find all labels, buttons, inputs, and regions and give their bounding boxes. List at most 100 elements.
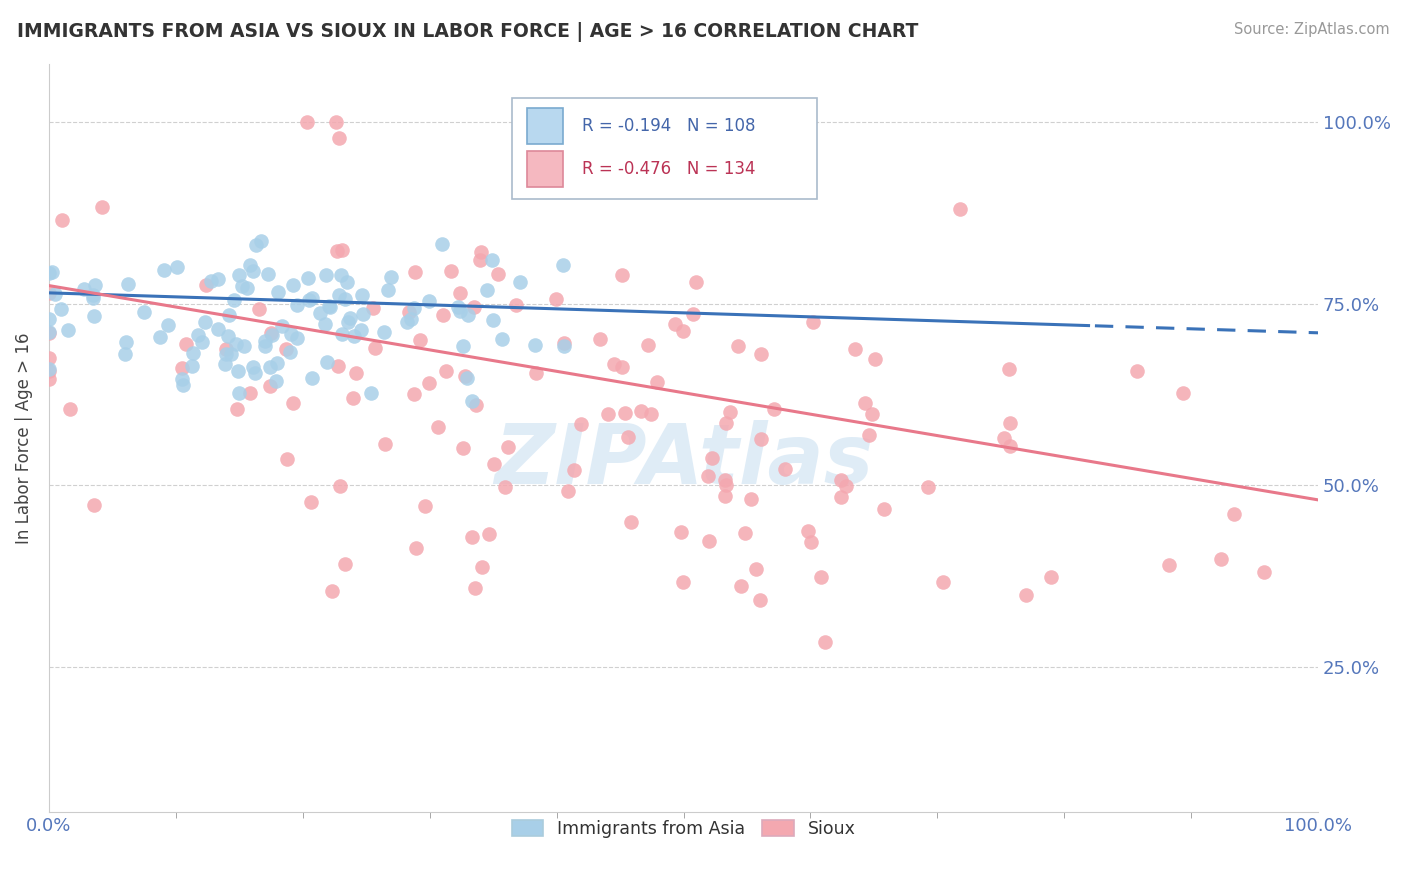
Point	[259, 359, 281, 374]
Point	[810, 570, 832, 584]
Point	[453, 368, 475, 383]
Point	[377, 284, 399, 298]
Point	[330, 268, 353, 282]
Text: R = -0.194   N = 108: R = -0.194 N = 108	[582, 117, 755, 136]
Point	[398, 304, 420, 318]
Point	[134, 304, 156, 318]
Point	[740, 492, 762, 507]
Point	[181, 359, 204, 373]
Point	[814, 635, 837, 649]
Point	[191, 334, 214, 349]
Point	[402, 387, 425, 401]
Point	[363, 301, 385, 315]
Point	[404, 265, 426, 279]
Point	[222, 293, 245, 308]
Point	[830, 490, 852, 504]
Point	[718, 405, 741, 419]
Point	[38, 372, 60, 386]
Point	[714, 490, 737, 504]
Point	[498, 440, 520, 454]
Point	[860, 407, 883, 421]
Point	[166, 260, 188, 275]
Point	[326, 244, 349, 258]
Point	[266, 356, 288, 370]
Point	[264, 374, 287, 388]
Point	[342, 391, 364, 405]
Point	[297, 271, 319, 285]
Point	[194, 278, 217, 293]
Point	[509, 275, 531, 289]
Point	[82, 291, 104, 305]
Point	[475, 283, 498, 297]
Point	[399, 312, 422, 326]
Point	[800, 535, 823, 549]
Point	[714, 478, 737, 492]
Point	[374, 437, 396, 451]
Point	[637, 338, 659, 352]
Point	[38, 351, 60, 365]
Point	[239, 258, 262, 272]
Point	[266, 285, 288, 300]
Point	[482, 313, 505, 327]
Point	[219, 347, 242, 361]
Point	[364, 341, 387, 355]
Point	[344, 366, 367, 380]
Point	[672, 575, 695, 590]
Point	[235, 281, 257, 295]
Text: Source: ZipAtlas.com: Source: ZipAtlas.com	[1233, 22, 1389, 37]
Point	[685, 275, 707, 289]
Point	[207, 322, 229, 336]
Point	[174, 337, 197, 351]
Point	[260, 327, 283, 342]
Point	[295, 115, 318, 129]
Point	[228, 385, 250, 400]
Point	[408, 333, 430, 347]
Text: IMMIGRANTS FROM ASIA VS SIOUX IN LABOR FORCE | AGE > 16 CORRELATION CHART: IMMIGRANTS FROM ASIA VS SIOUX IN LABOR F…	[17, 22, 918, 42]
Point	[314, 318, 336, 332]
Point	[505, 298, 527, 312]
Point	[647, 375, 669, 389]
Point	[630, 404, 652, 418]
Point	[187, 328, 209, 343]
Point	[259, 379, 281, 393]
Point	[336, 315, 359, 329]
Point	[402, 301, 425, 316]
Point	[434, 364, 457, 378]
Point	[449, 303, 471, 318]
Point	[482, 458, 505, 472]
Point	[773, 462, 796, 476]
Point	[734, 525, 756, 540]
Point	[170, 360, 193, 375]
Text: R = -0.476   N = 134: R = -0.476 N = 134	[582, 160, 755, 178]
Point	[468, 253, 491, 268]
Point	[44, 286, 66, 301]
Point	[405, 541, 427, 556]
Point	[207, 272, 229, 286]
Point	[430, 236, 453, 251]
Point	[156, 318, 179, 333]
Point	[714, 474, 737, 488]
Point	[239, 385, 262, 400]
Point	[245, 237, 267, 252]
Point	[553, 339, 575, 353]
Point	[56, 323, 79, 337]
Point	[352, 288, 374, 302]
Point	[194, 315, 217, 329]
Point	[603, 357, 626, 371]
Point	[745, 562, 768, 576]
Point	[457, 308, 479, 322]
Point	[616, 430, 638, 444]
Point	[671, 525, 693, 540]
Point	[301, 291, 323, 305]
Point	[153, 263, 176, 277]
Point	[325, 115, 347, 129]
Point	[640, 407, 662, 421]
Point	[242, 359, 264, 374]
Point	[917, 480, 939, 494]
Point	[73, 282, 96, 296]
Point	[471, 559, 494, 574]
Point	[335, 293, 357, 307]
Point	[215, 347, 238, 361]
Point	[228, 268, 250, 282]
Point	[1000, 439, 1022, 453]
